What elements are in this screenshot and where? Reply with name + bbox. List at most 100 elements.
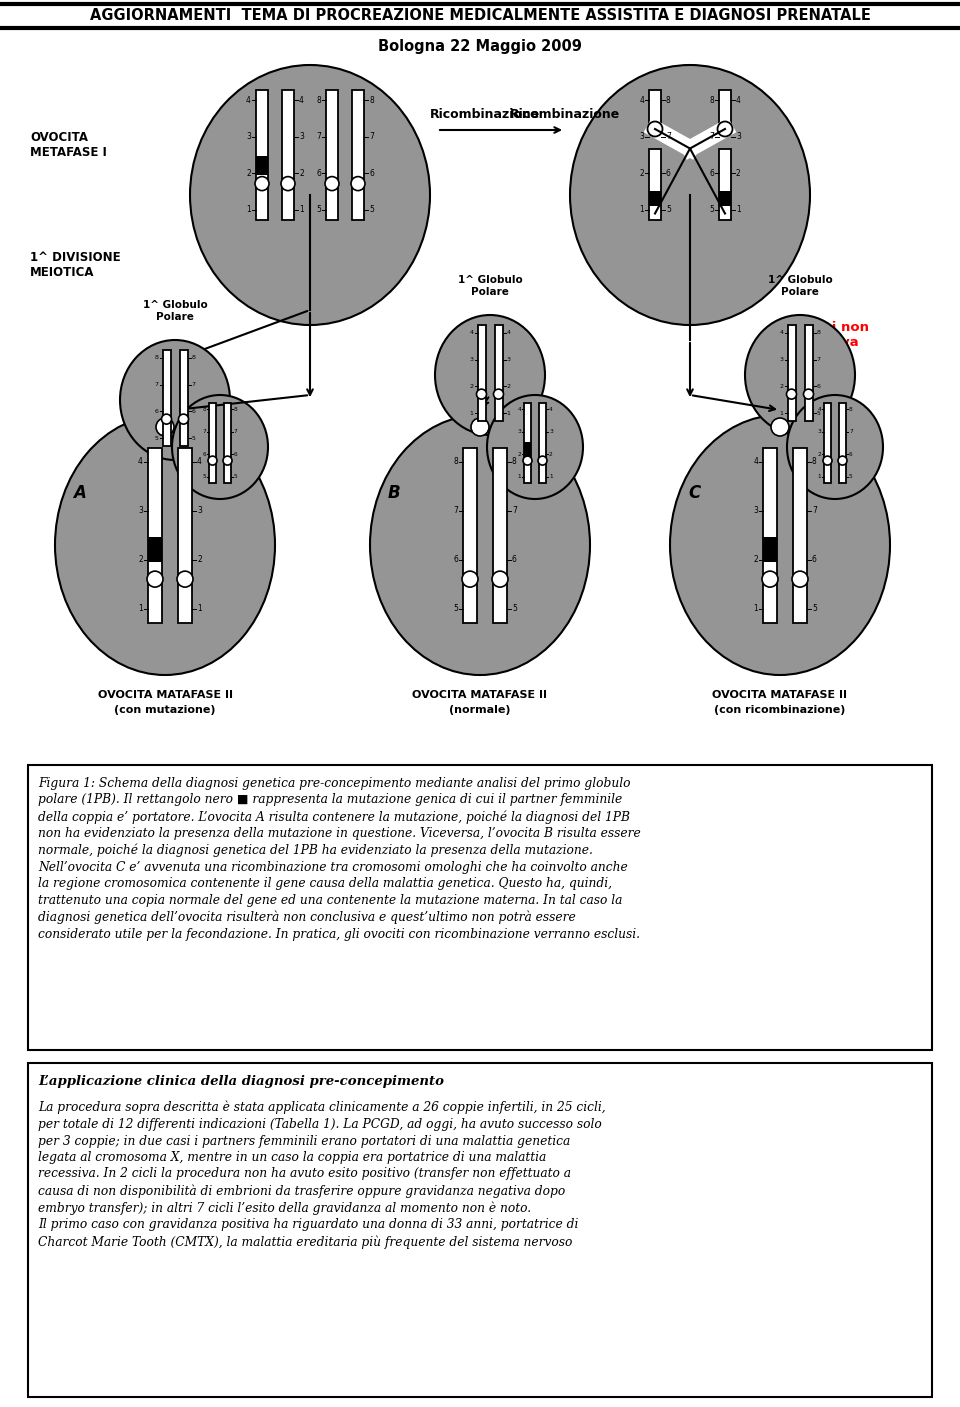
Ellipse shape — [208, 456, 217, 466]
Bar — [787, 325, 796, 421]
Bar — [763, 447, 777, 623]
Text: 1: 1 — [469, 411, 473, 416]
Text: 7: 7 — [316, 132, 321, 141]
Text: 2: 2 — [736, 169, 741, 177]
Text: (normale): (normale) — [449, 705, 511, 715]
Text: (con mutazione): (con mutazione) — [114, 705, 216, 715]
Text: 2: 2 — [247, 169, 251, 177]
Text: 2: 2 — [138, 556, 143, 564]
Ellipse shape — [492, 571, 508, 587]
Text: 3: 3 — [754, 507, 758, 515]
Text: 8: 8 — [849, 407, 852, 412]
Text: 8: 8 — [234, 407, 238, 412]
Text: 4: 4 — [197, 457, 202, 466]
Text: 2: 2 — [780, 384, 783, 388]
Text: 5: 5 — [316, 205, 321, 214]
Text: 5: 5 — [369, 205, 373, 214]
Text: 6: 6 — [817, 384, 821, 388]
Text: 1: 1 — [639, 205, 644, 214]
Text: OVOCITA MATAFASE II: OVOCITA MATAFASE II — [413, 689, 547, 701]
Text: 1^ Globulo
Polare: 1^ Globulo Polare — [768, 276, 832, 297]
Text: 4: 4 — [299, 96, 304, 106]
Bar — [180, 350, 187, 446]
Text: 5: 5 — [666, 205, 671, 214]
Text: Bologna 22 Maggio 2009: Bologna 22 Maggio 2009 — [378, 38, 582, 53]
Text: 8: 8 — [155, 355, 158, 360]
Ellipse shape — [462, 571, 478, 587]
Bar — [178, 447, 192, 623]
Text: 2: 2 — [469, 384, 473, 388]
Ellipse shape — [471, 418, 489, 436]
Text: 7: 7 — [812, 507, 817, 515]
Text: 4: 4 — [549, 407, 553, 412]
Ellipse shape — [55, 415, 275, 675]
Ellipse shape — [570, 65, 810, 325]
Bar — [256, 156, 268, 174]
Ellipse shape — [493, 390, 503, 400]
Text: 5: 5 — [234, 474, 238, 480]
Text: C: C — [688, 484, 700, 502]
Text: 3: 3 — [517, 429, 521, 435]
Text: 1: 1 — [549, 474, 553, 480]
Text: 4: 4 — [246, 96, 251, 106]
Text: 7: 7 — [666, 132, 671, 141]
Bar — [256, 90, 268, 219]
Text: 1^ Globulo
Polare: 1^ Globulo Polare — [143, 301, 207, 322]
Text: 4: 4 — [780, 331, 783, 335]
Text: 6: 6 — [316, 169, 321, 177]
Text: 5: 5 — [203, 474, 206, 480]
Ellipse shape — [487, 395, 583, 499]
Text: 1: 1 — [754, 605, 758, 613]
Bar — [494, 325, 502, 421]
Text: 2: 2 — [639, 169, 644, 177]
Text: 8: 8 — [666, 96, 671, 106]
Text: 2: 2 — [197, 556, 202, 564]
Text: 5: 5 — [512, 605, 516, 613]
Ellipse shape — [762, 571, 778, 587]
Text: 6: 6 — [812, 556, 817, 564]
Text: 8: 8 — [369, 96, 373, 106]
Text: 4: 4 — [736, 96, 741, 106]
Bar — [463, 447, 477, 623]
Text: 4: 4 — [817, 407, 821, 412]
Text: 2: 2 — [299, 169, 303, 177]
Text: 1: 1 — [817, 474, 821, 480]
Ellipse shape — [745, 315, 855, 435]
Text: 3: 3 — [197, 507, 202, 515]
Text: 6: 6 — [369, 169, 373, 177]
Text: 3: 3 — [736, 132, 741, 141]
Text: 1^ Globulo
Polare: 1^ Globulo Polare — [458, 276, 522, 297]
Ellipse shape — [792, 571, 808, 587]
Text: Ricombinazione: Ricombinazione — [510, 108, 620, 121]
Ellipse shape — [838, 456, 847, 466]
Bar — [824, 402, 831, 483]
Text: 1: 1 — [517, 474, 521, 480]
Text: 3: 3 — [469, 357, 473, 362]
FancyBboxPatch shape — [28, 765, 932, 1050]
Text: 6: 6 — [512, 556, 516, 564]
Text: 8: 8 — [453, 457, 458, 466]
Text: 3: 3 — [639, 132, 644, 141]
Text: 3: 3 — [817, 429, 821, 435]
Text: 8: 8 — [812, 457, 817, 466]
Text: 6: 6 — [234, 452, 238, 457]
Text: 1: 1 — [138, 605, 143, 613]
Ellipse shape — [190, 65, 430, 325]
Ellipse shape — [161, 414, 172, 424]
Text: 1: 1 — [780, 411, 783, 416]
Bar — [649, 191, 661, 205]
Text: OVOCITA
METAFASE I: OVOCITA METAFASE I — [30, 131, 107, 159]
Text: 1: 1 — [247, 205, 251, 214]
Bar — [148, 447, 162, 623]
Text: 8: 8 — [191, 355, 196, 360]
Ellipse shape — [538, 456, 547, 466]
Text: Diagnosi non
conclusiva: Diagnosi non conclusiva — [771, 321, 869, 349]
Text: 7: 7 — [453, 507, 458, 515]
Text: 1: 1 — [299, 205, 303, 214]
Text: A: A — [73, 484, 85, 502]
Text: 3: 3 — [299, 132, 304, 141]
Text: 5: 5 — [812, 605, 817, 613]
Text: 2: 2 — [507, 384, 511, 388]
Bar — [326, 90, 338, 219]
Text: La procedura sopra descritta è stata applicata clinicamente a 26 coppie infertil: La procedura sopra descritta è stata app… — [38, 1102, 606, 1248]
